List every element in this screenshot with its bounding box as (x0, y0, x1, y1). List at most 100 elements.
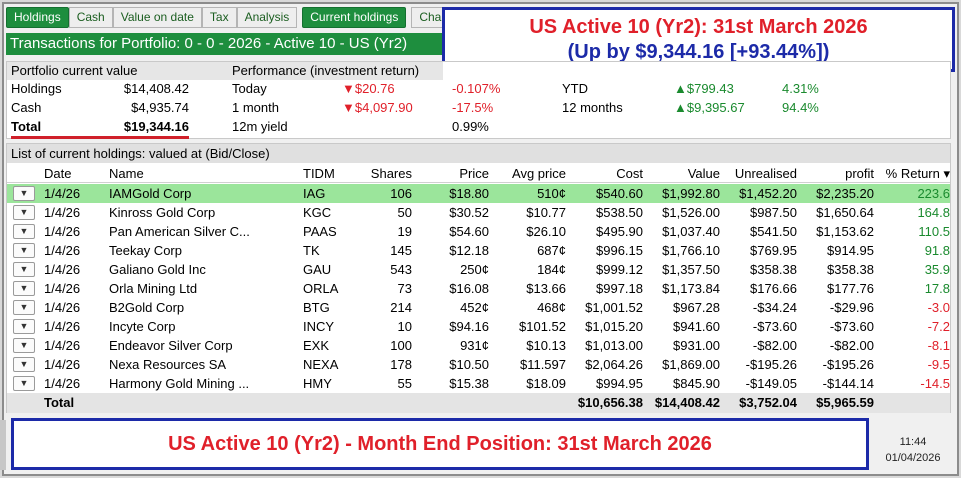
cash-value: $4,935.74 (131, 100, 189, 115)
col-cost[interactable]: Cost (616, 166, 643, 181)
tab-value-on-date[interactable]: Value on date (112, 7, 202, 28)
chevron-down-icon[interactable]: ▼ (13, 205, 35, 220)
table-row[interactable]: ▼ 1/4/26 Incyte Corp INCY 10 $94.16 $101.52 $1,… (7, 317, 950, 336)
cell-date: 1/4/26 (44, 224, 81, 239)
table-row[interactable]: ▼ 1/4/26 Nexa Resources SA NEXA 178 $10.50 $11… (7, 355, 950, 374)
total-value-cell: $14,408.42 (654, 395, 720, 410)
cell-value: $941.60 (673, 319, 720, 334)
table-row[interactable]: ▼ 1/4/26 Orla Mining Ltd ORLA 73 $16.08 $13.66… (7, 279, 950, 298)
cell-avg: 510¢ (537, 186, 566, 201)
performance-header: Performance (investment return) (232, 63, 420, 78)
col-avg-price[interactable]: Avg price (512, 166, 566, 181)
cell-price: 452¢ (460, 300, 489, 315)
col-return[interactable]: % Return ▾ (885, 166, 950, 181)
cell-date: 1/4/26 (44, 338, 81, 353)
table-row[interactable]: ▼ 1/4/26 IAMGold Corp IAG 106 $18.80 510¢ $540.… (7, 184, 950, 203)
holdings-value: $14,408.42 (123, 81, 189, 96)
cell-cost: $2,064.26 (585, 357, 643, 372)
cell-value: $967.28 (673, 300, 720, 315)
ytd-label: YTD (562, 81, 588, 96)
cell-avg: $10.77 (526, 205, 566, 220)
table-total-row: Total $10,656.38 $14,408.42 $3,752.04 $5… (7, 393, 950, 413)
table-row[interactable]: ▼ 1/4/26 Endeavor Silver Corp EXK 100 931¢ $10… (7, 336, 950, 355)
total-unrealised: $3,752.04 (739, 395, 797, 410)
col-price[interactable]: Price (459, 166, 489, 181)
cell-cost: $999.12 (596, 262, 643, 277)
chevron-down-icon[interactable]: ▼ (13, 186, 35, 201)
col-profit[interactable]: profit (845, 166, 874, 181)
col-unrealised[interactable]: Unrealised (734, 166, 797, 181)
table-row[interactable]: ▼ 1/4/26 Teekay Corp TK 145 $12.18 687¢ $996.15… (7, 241, 950, 260)
cell-date: 1/4/26 (44, 205, 81, 220)
cell-profit: -$82.00 (829, 338, 874, 353)
cell-name: IAMGold Corp (109, 186, 192, 201)
cell-unrealised: $541.50 (750, 224, 797, 239)
cell-tidm: IAG (303, 186, 326, 201)
chevron-down-icon[interactable]: ▼ (13, 300, 35, 315)
cell-name: Orla Mining Ltd (109, 281, 198, 296)
tab-analysis[interactable]: Analysis (236, 7, 298, 28)
cell-price: $54.60 (449, 224, 489, 239)
table-row[interactable]: ▼ 1/4/26 Kinross Gold Corp KGC 50 $30.52 $10.7… (7, 203, 950, 222)
cell-price: $15.38 (449, 376, 489, 391)
system-clock[interactable]: 11:44 01/04/2026 (873, 434, 953, 466)
col-date[interactable]: Date (44, 166, 72, 181)
tab-holdings[interactable]: Holdings (6, 7, 69, 28)
cell-tidm: PAAS (303, 224, 337, 239)
taskbar-edge (0, 420, 6, 470)
cell-shares: 214 (390, 300, 412, 315)
cell-value: $1,173.84 (662, 281, 720, 296)
cell-tidm: EXK (303, 338, 330, 353)
cell-name: Kinross Gold Corp (109, 205, 216, 220)
callout-headline: US Active 10 (Yr2): 31st March 2026 (529, 16, 868, 38)
cell-ret: 110.5 (918, 224, 950, 239)
cell-ret: 17.8 (924, 281, 950, 296)
cell-shares: 145 (390, 243, 412, 258)
cell-unrealised: -$149.05 (745, 376, 797, 391)
col-shares[interactable]: Shares (370, 166, 412, 181)
cell-shares: 100 (390, 338, 412, 353)
cell-price: 931¢ (460, 338, 489, 353)
cash-label: Cash (11, 100, 42, 115)
cell-tidm: TK (303, 243, 320, 258)
portfolio-summary: Portfolio current value Performance (inv… (6, 61, 951, 139)
cell-unrealised: $769.95 (750, 243, 797, 258)
chevron-down-icon[interactable]: ▼ (13, 281, 35, 296)
col-value[interactable]: Value (687, 166, 720, 181)
cell-profit: -$195.26 (822, 357, 874, 372)
chevron-down-icon[interactable]: ▼ (13, 319, 35, 334)
cell-value: $1,992.80 (662, 186, 720, 201)
cell-cost: $1,001.52 (585, 300, 643, 315)
cell-shares: 73 (397, 281, 412, 296)
table-row[interactable]: ▼ 1/4/26 B2Gold Corp BTG 214 452¢ 468¢ $1,001.5… (7, 298, 950, 317)
col-tidm[interactable]: TIDM (303, 166, 335, 181)
cell-avg: $11.597 (519, 357, 566, 372)
month-percent: -17.5% (452, 100, 494, 115)
cell-profit: $1,153.62 (816, 224, 874, 239)
chevron-down-icon[interactable]: ▼ (13, 262, 35, 277)
chevron-down-icon[interactable]: ▼ (13, 224, 35, 239)
cell-avg: $101.52 (519, 319, 566, 334)
clock-date: 01/04/2026 (885, 452, 941, 464)
cell-profit: $2,235.20 (816, 186, 874, 201)
cell-shares: 178 (390, 357, 412, 372)
total-label: Total (11, 119, 42, 134)
table-row[interactable]: ▼ 1/4/26 Pan American Silver C... PAAS 19 $54… (7, 222, 950, 241)
chevron-down-icon[interactable]: ▼ (13, 357, 35, 372)
page-title: Transactions for Portfolio: 0 - 0 - 2026… (6, 33, 442, 55)
cell-price: $94.16 (449, 319, 489, 334)
chevron-down-icon[interactable]: ▼ (13, 338, 35, 353)
col-name[interactable]: Name (109, 166, 144, 181)
tab-cash[interactable]: Cash (68, 7, 113, 28)
cell-avg: 468¢ (537, 300, 566, 315)
table-row[interactable]: ▼ 1/4/26 Harmony Gold Mining ... HMY 55 $15.3… (7, 374, 950, 393)
cell-avg: 184¢ (537, 262, 566, 277)
tab-current-holdings[interactable]: Current holdings (302, 7, 407, 28)
chevron-down-icon[interactable]: ▼ (13, 376, 35, 391)
total-cost: $10,656.38 (577, 395, 643, 410)
cell-date: 1/4/26 (44, 376, 81, 391)
tab-tax[interactable]: Tax (201, 7, 237, 28)
table-row[interactable]: ▼ 1/4/26 Galiano Gold Inc GAU 543 250¢ 184¢ $99… (7, 260, 950, 279)
chevron-down-icon[interactable]: ▼ (13, 243, 35, 258)
cell-avg: $10.13 (526, 338, 566, 353)
